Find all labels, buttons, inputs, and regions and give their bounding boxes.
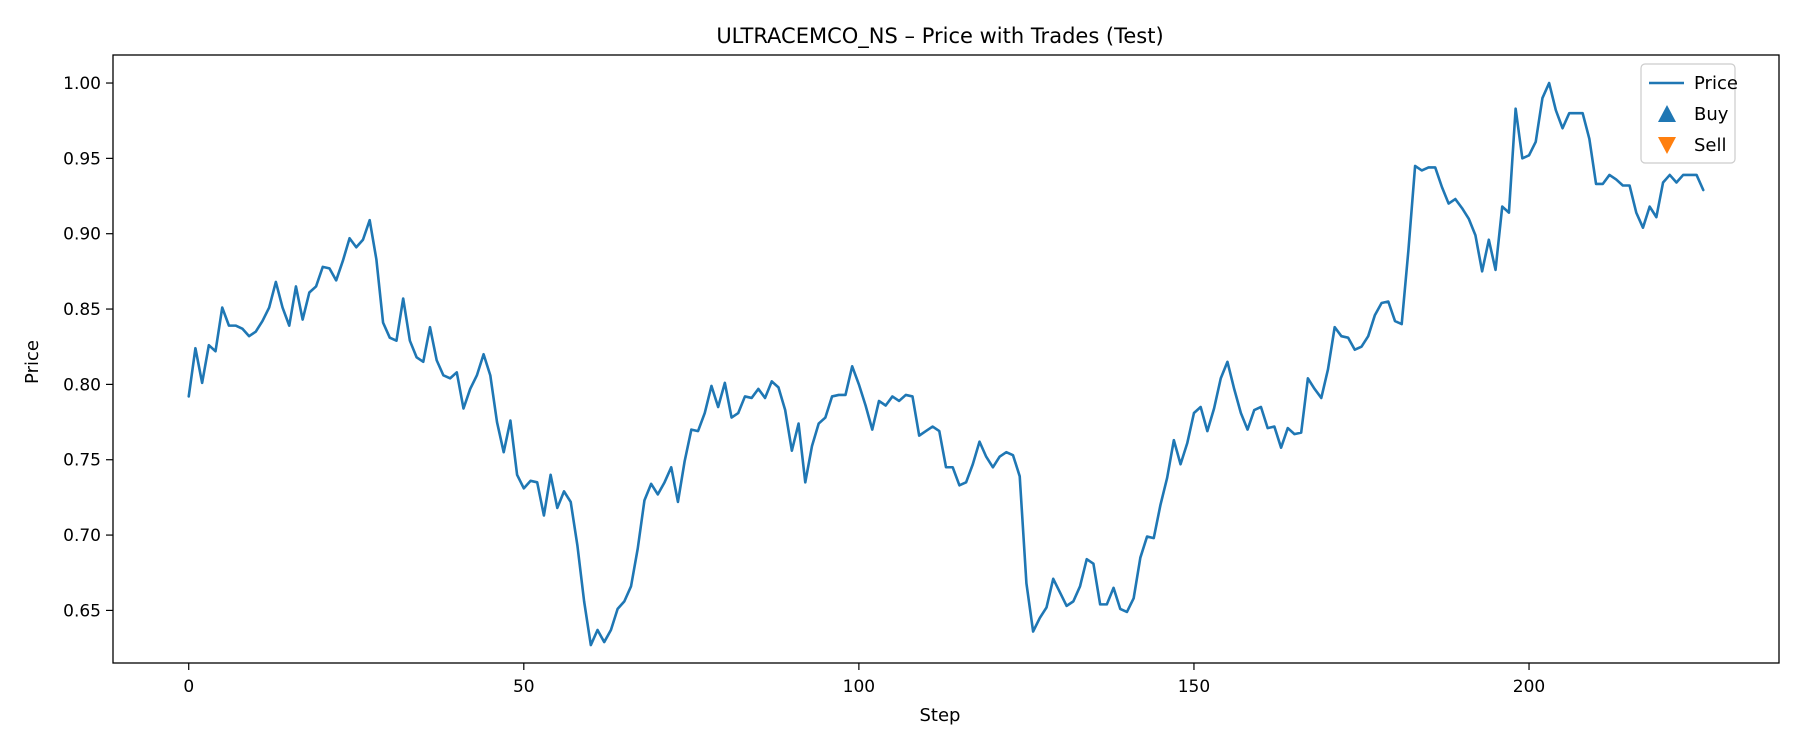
legend: Price Buy Sell — [1640, 63, 1738, 164]
chart-title: ULTRACEMCO_NS – Price with Trades (Test) — [716, 24, 1163, 49]
series-line-price — [187, 81, 1705, 647]
x-tick-label: 0 — [183, 677, 194, 697]
x-tick-label: 100 — [843, 677, 875, 697]
plot-frame — [112, 54, 1780, 664]
y-tick-label: 0.70 — [63, 526, 101, 546]
sell-triangle-down-icon — [1658, 137, 1676, 154]
y-tick-label: 0.95 — [63, 149, 101, 169]
legend-label-buy: Buy — [1694, 104, 1729, 125]
y-tick-label: 0.80 — [63, 375, 101, 395]
legend-label-sell: Sell — [1694, 135, 1727, 156]
y-tick-label: 1.00 — [63, 74, 101, 94]
y-axis: 0.65 0.70 0.75 0.80 0.85 0.90 0.95 1.00 — [63, 74, 113, 621]
x-tick-label: 50 — [513, 677, 535, 697]
x-axis-label: Step — [920, 705, 961, 726]
buy-triangle-up-icon — [1658, 105, 1676, 122]
x-tick-label: 150 — [1178, 677, 1210, 697]
y-axis-label: Price — [22, 340, 43, 384]
y-tick-label: 0.75 — [63, 451, 101, 471]
y-tick-label: 0.65 — [63, 601, 101, 621]
y-tick-label: 0.85 — [63, 300, 101, 320]
series-layer — [187, 81, 1705, 647]
legend-label-price: Price — [1694, 73, 1738, 94]
x-axis: 0 50 100 150 200 — [183, 663, 1545, 697]
x-tick-label: 200 — [1513, 677, 1545, 697]
y-tick-label: 0.90 — [63, 225, 101, 245]
